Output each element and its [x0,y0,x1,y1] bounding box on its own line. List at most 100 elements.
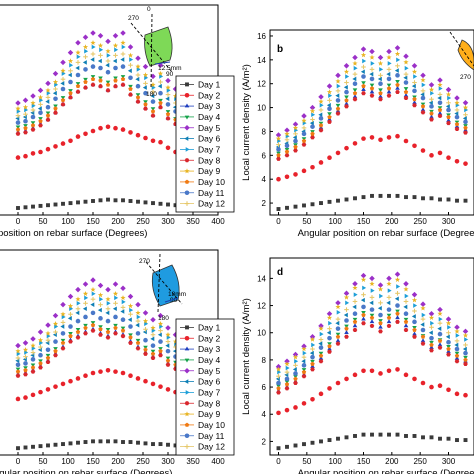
data-point [335,106,341,111]
legend-marker [184,179,190,184]
data-point [318,353,324,358]
data-point [135,99,141,104]
data-point [293,204,298,209]
data-point [68,324,73,329]
data-point [437,342,443,347]
data-point [394,296,399,302]
data-point [395,80,400,84]
data-point [302,442,306,447]
data-point [75,306,81,312]
series-day-1 [16,439,200,451]
data-point [335,72,341,79]
data-point [105,82,111,87]
data-point [335,93,340,98]
data-point [68,339,73,344]
data-point [446,339,451,345]
rebar-cross-section [457,39,474,71]
data-point [24,107,29,113]
data-point [395,73,400,78]
data-point [15,355,21,361]
data-point [52,79,59,85]
data-point [412,195,417,200]
data-point [454,355,460,360]
y-tick-label: 8 [262,356,267,365]
data-point [90,302,95,307]
data-point [120,295,126,301]
data-point [361,87,366,91]
data-point [30,127,36,132]
data-point [38,361,43,366]
data-point [158,442,163,447]
data-point [60,141,66,146]
data-point [97,282,104,289]
data-point [378,193,383,198]
data-point [67,58,74,64]
data-point [429,196,434,201]
data-point [15,120,21,125]
data-point [68,333,73,338]
data-point [310,131,315,136]
data-point [404,293,409,299]
data-point [105,62,110,68]
data-point [335,334,341,339]
data-point [83,325,88,330]
data-point [46,333,51,339]
data-point [335,304,341,310]
data-point [428,310,435,317]
data-point [120,51,126,57]
series-day-10 [15,76,201,132]
data-point [463,350,468,356]
data-point [352,88,358,93]
data-point [61,201,65,206]
data-point [428,315,435,321]
x-tick-label: 0 [276,457,281,466]
data-point [369,54,375,60]
data-point [165,92,171,97]
data-point [310,396,315,402]
data-point [454,324,460,331]
data-point [98,198,103,203]
data-point [437,100,443,106]
legend-marker [184,124,190,131]
data-point [463,125,468,130]
data-point [403,89,409,94]
series-day-8 [276,319,468,395]
data-point [68,68,73,74]
data-point [310,346,315,352]
x-tick-label: 50 [39,217,48,226]
data-point [445,86,452,93]
data-point [336,198,340,203]
data-point [83,67,88,72]
data-point [67,49,74,56]
data-point [142,310,149,316]
data-point [113,301,118,306]
data-point [31,103,36,109]
series-day-9 [15,40,201,111]
data-point [15,348,21,354]
data-point [446,118,451,123]
data-point [412,327,417,332]
data-point [76,54,81,60]
data-point [463,130,468,135]
data-point [99,47,104,53]
data-point [30,114,36,120]
series-day-6 [275,68,467,150]
legend-marker [184,136,189,141]
plot-frame [269,257,474,456]
data-point [98,84,103,89]
data-point [113,369,118,374]
data-point [143,106,148,111]
data-point [420,305,426,311]
data-point [437,345,443,350]
data-point [45,337,51,343]
data-point [360,69,365,75]
data-point [412,308,417,314]
data-point [284,127,290,134]
data-point [454,342,459,348]
data-point [395,90,400,95]
dimension-line [164,297,179,303]
data-point [136,199,140,204]
series-day-5 [275,45,469,138]
x-tick-label: 250 [136,217,150,226]
data-point [318,112,323,118]
